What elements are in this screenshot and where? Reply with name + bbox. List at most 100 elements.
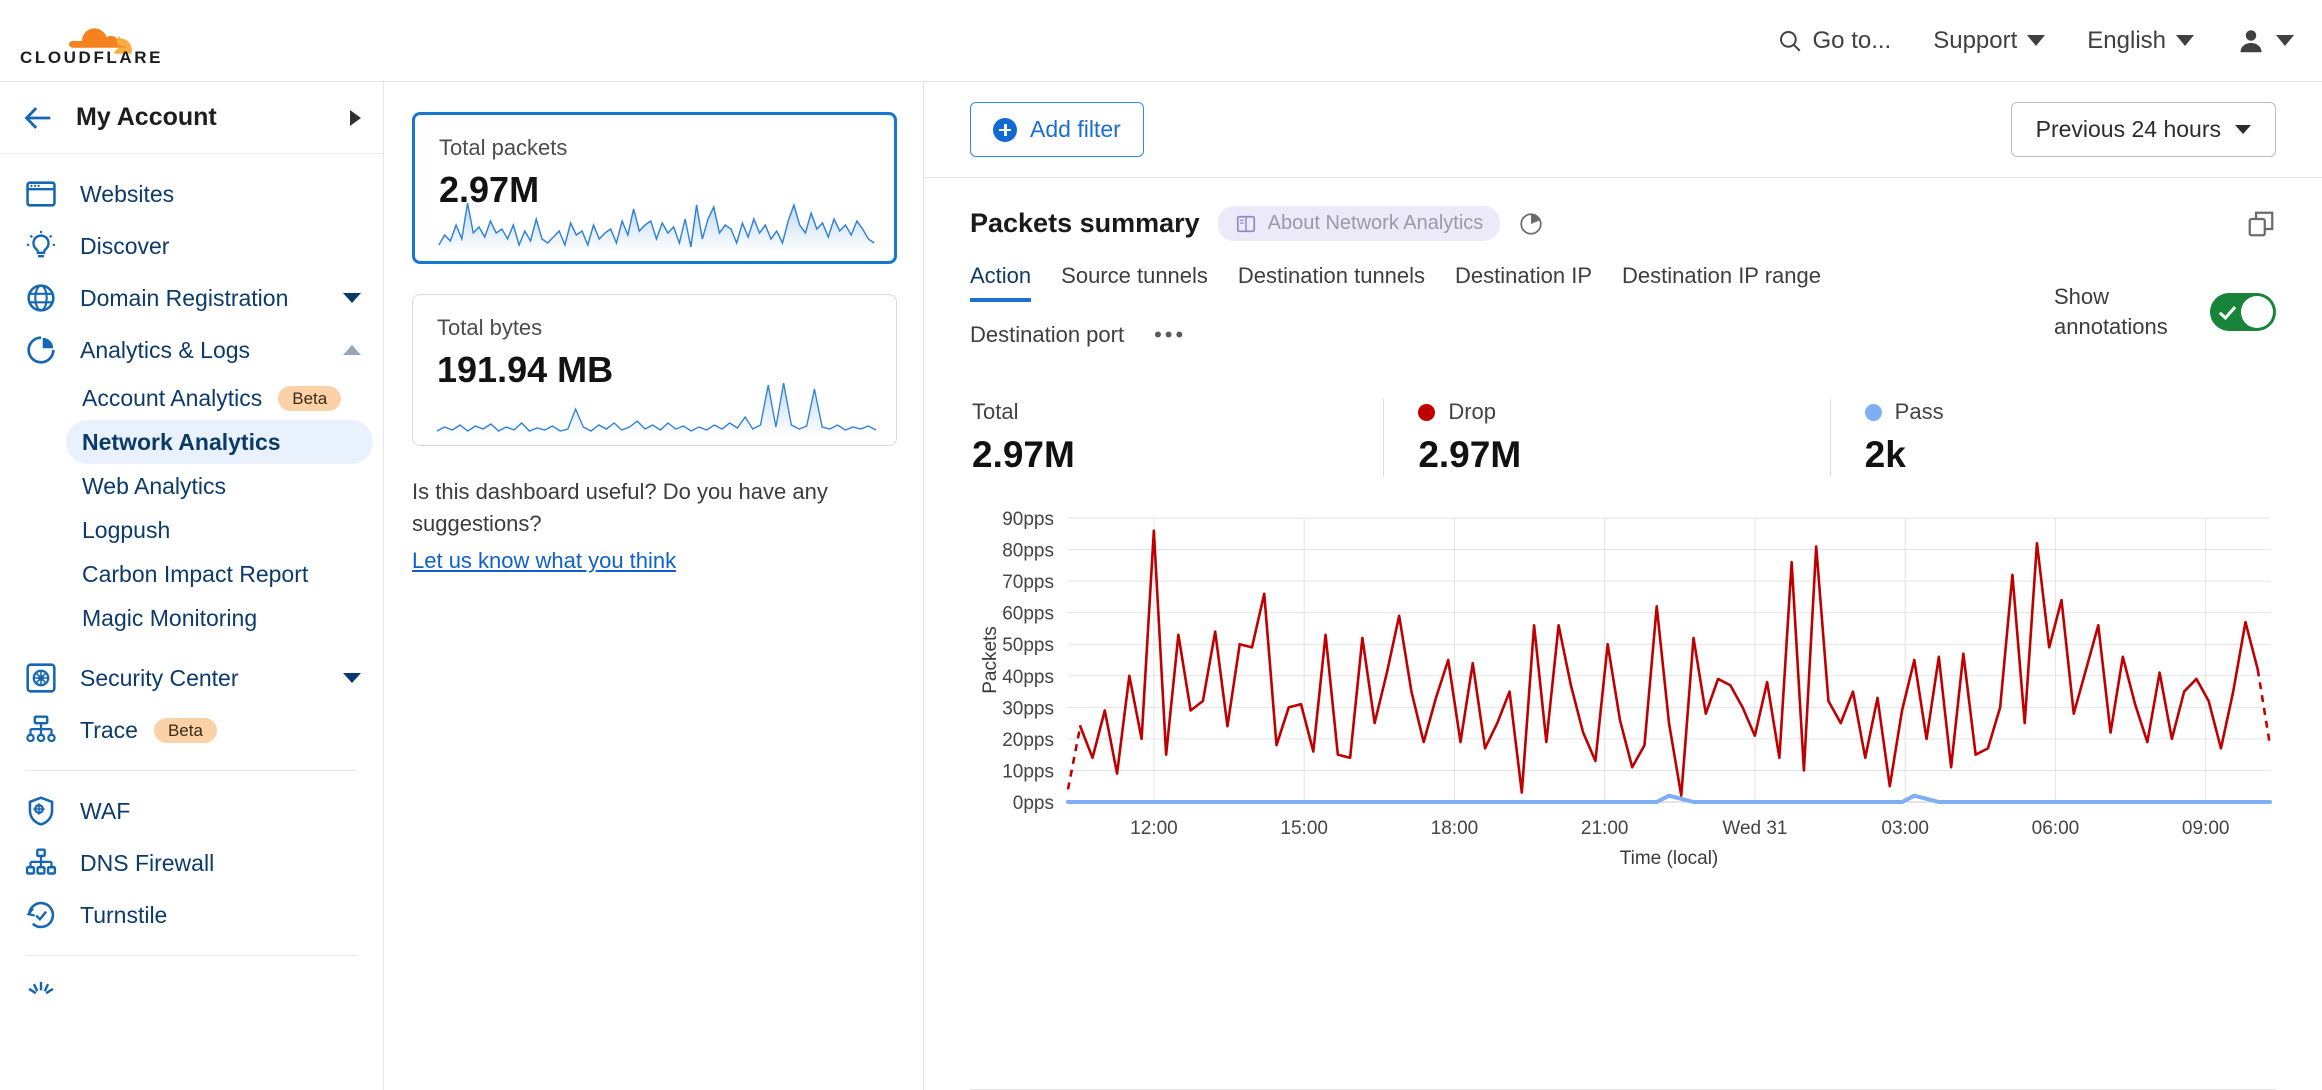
y-axis-tick-label: 20pps (1002, 730, 1054, 751)
sidebar: My Account Websites Discover (0, 82, 384, 1090)
chevron-down-icon (343, 293, 361, 303)
sidebar-item-trace[interactable]: Trace Beta (0, 704, 383, 756)
sidebar-divider (26, 955, 357, 956)
sidebar-item-discover[interactable]: Discover (0, 220, 383, 272)
y-axis-tick-label: 10pps (1002, 761, 1054, 782)
sidebar-item-magic-monitoring[interactable]: Magic Monitoring (66, 596, 373, 640)
about-badge-label: About Network Analytics (1267, 212, 1484, 234)
sidebar-item-carbon-impact-report[interactable]: Carbon Impact Report (66, 552, 373, 596)
series-line-drop (1078, 529, 2260, 797)
y-axis-tick-label: 80pps (1002, 541, 1054, 562)
tab-action[interactable]: Action (970, 263, 1032, 302)
top-nav-items: Go to... Support English (1777, 26, 2294, 56)
time-range-selector[interactable]: Previous 24 hours (2010, 102, 2276, 157)
tab-source-tunnels[interactable]: Source tunnels (1061, 263, 1208, 288)
sidebar-subitem-label: Account Analytics (82, 384, 263, 411)
goto-label: Go to... (1812, 26, 1892, 54)
x-axis-tick-label: 18:00 (1431, 818, 1479, 839)
x-axis-tick-label: 09:00 (2182, 818, 2230, 839)
back-arrow-icon[interactable] (22, 101, 56, 135)
stat-card-total-bytes[interactable]: Total bytes 191.94 MB (412, 294, 897, 446)
security-center-icon (26, 663, 56, 693)
goto-search[interactable]: Go to... (1777, 26, 1892, 55)
panel-header: Packets summary About Network Analytics (970, 178, 2276, 241)
feedback-block: Is this dashboard useful? Do you have an… (412, 476, 897, 574)
shield-gear-icon (28, 796, 54, 826)
cloudflare-wordmark: CLOUDFLARE (20, 48, 163, 67)
account-menu[interactable] (2236, 26, 2294, 56)
sidebar-item-network-analytics[interactable]: Network Analytics (66, 420, 373, 464)
sidebar-item-analytics-and-logs[interactable]: Analytics & Logs (0, 324, 383, 376)
x-axis-tick-label: 15:00 (1280, 818, 1328, 839)
tabs-overflow-button[interactable]: ••• (1154, 322, 1187, 347)
sidebar-item-web-analytics[interactable]: Web Analytics (66, 464, 373, 508)
duplicate-panel-icon[interactable] (2246, 209, 2276, 239)
packets-time-series-chart[interactable]: 0pps 10pps 20pps 30pps 40pps 50pps 60pps 70pps 8… (970, 510, 2276, 870)
tab-destination-port[interactable]: Destination port (970, 322, 1125, 347)
sidebar-item-label: Turnstile (80, 901, 168, 928)
chevron-down-icon (343, 673, 361, 683)
sidebar-nav-list: Websites Discover Domain Registration (0, 154, 383, 1022)
chevron-right-icon[interactable] (350, 109, 361, 126)
sidebar-item-label: Analytics & Logs (80, 336, 251, 363)
sidebar-item-label: DNS Firewall (80, 849, 215, 876)
sidebar-item-label: Discover (80, 232, 170, 259)
dimension-tabs: Action Source tunnels Destination tunnel… (970, 263, 1850, 361)
sidebar-item-label: Security Center (80, 664, 239, 691)
lightbulb-icon (26, 230, 56, 258)
stat-card-label: Total bytes (437, 315, 543, 340)
sidebar-item-account-analytics[interactable]: Account Analytics Beta (66, 376, 373, 420)
feedback-text: Is this dashboard useful? Do you have an… (412, 479, 828, 536)
tab-destination-tunnels[interactable]: Destination tunnels (1237, 263, 1426, 288)
sidebar-subitem-label: Network Analytics (82, 428, 281, 455)
chevron-down-icon (2235, 125, 2251, 134)
about-network-analytics-badge[interactable]: About Network Analytics (1217, 206, 1501, 241)
metric-total: Total 2.97M (970, 399, 1383, 476)
x-axis-tick-label: 03:00 (1881, 818, 1929, 839)
account-title: My Account (76, 103, 217, 131)
sidebar-item-websites[interactable]: Websites (0, 168, 383, 220)
metric-summary-row: Total 2.97M Drop 2.97M Pass 2k (970, 399, 2276, 476)
metric-value: 2.97M (1418, 434, 1522, 475)
sidebar-subitem-label: Logpush (82, 516, 171, 543)
dns-firewall-icon (25, 848, 57, 875)
series-line-pass (1066, 793, 2272, 804)
x-axis-tick-label: 12:00 (1130, 818, 1178, 839)
sidebar-item-dns-firewall[interactable]: DNS Firewall (0, 837, 383, 889)
feedback-link[interactable]: Let us know what you think (412, 547, 677, 573)
sidebar-item-turnstile[interactable]: Turnstile (0, 889, 383, 941)
tab-destination-ip[interactable]: Destination IP (1455, 263, 1593, 288)
sidebar-item-security-center[interactable]: Security Center (0, 652, 383, 704)
sidebar-item-waf[interactable]: WAF (0, 785, 383, 837)
sidebar-item-partial[interactable] (0, 970, 383, 1022)
metric-label: Drop (1448, 399, 1497, 424)
metric-drop: Drop 2.97M (1383, 399, 1829, 476)
cloudflare-logo[interactable]: CLOUDFLARE (18, 15, 190, 67)
pie-chart-icon[interactable] (1518, 211, 1544, 237)
metric-pass: Pass 2k (1829, 399, 2276, 476)
beta-badge: Beta (153, 717, 217, 743)
add-filter-button[interactable]: Add filter (970, 102, 1144, 157)
y-axis-tick-label: 50pps (1002, 635, 1054, 656)
search-icon (1779, 30, 1800, 51)
sidebar-item-domain-registration[interactable]: Domain Registration (0, 272, 383, 324)
y-axis-tick-label: 60pps (1002, 604, 1054, 625)
x-axis-title: Time (local) (1620, 848, 1719, 869)
language-menu[interactable]: English (2087, 27, 2194, 55)
sidebar-item-logpush[interactable]: Logpush (66, 508, 373, 552)
dimension-tabs-row: Action Source tunnels Destination tunnel… (970, 263, 2276, 361)
sidebar-subitem-label: Carbon Impact Report (82, 560, 309, 587)
tab-destination-ip-range[interactable]: Destination IP range (1622, 263, 1821, 288)
support-menu[interactable]: Support (1933, 27, 2046, 55)
user-avatar-icon (2240, 29, 2262, 52)
y-axis-tick-label: 90pps (1002, 510, 1054, 530)
plus-circle-icon (993, 117, 1017, 142)
check-icon (2218, 302, 2237, 320)
sidebar-item-label: Trace (80, 716, 138, 743)
stat-card-total-packets[interactable]: Total packets 2.97M (412, 112, 897, 264)
chevron-down-icon (2176, 35, 2194, 46)
y-axis-tick-label: 70pps (1002, 572, 1054, 593)
show-annotations-toggle[interactable] (2210, 293, 2276, 331)
globe-icon (27, 284, 55, 312)
stat-card-value: 2.97M (439, 169, 540, 210)
